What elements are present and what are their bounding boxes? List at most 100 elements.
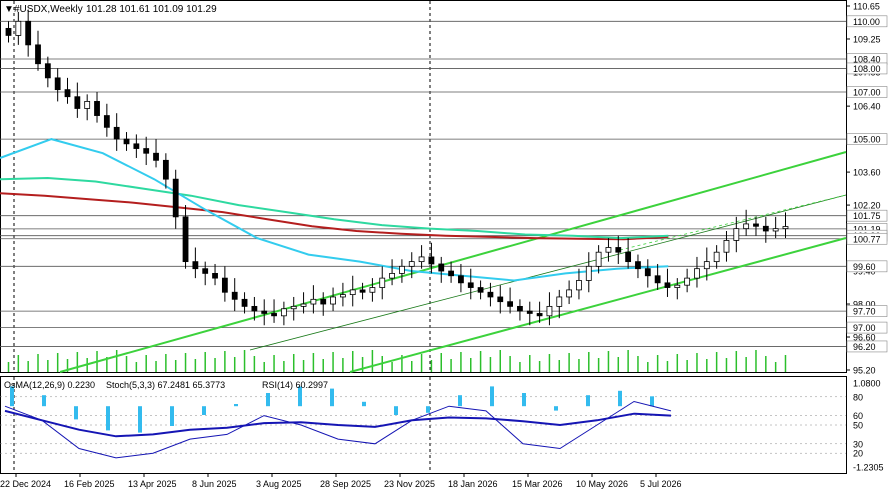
osma-label: OsMA(12,26,9) 0.2230 bbox=[4, 380, 95, 390]
candle-body bbox=[290, 305, 297, 310]
candle-body bbox=[585, 265, 592, 281]
candle-body bbox=[369, 287, 376, 293]
price-tick-label: 109.25 bbox=[853, 34, 881, 44]
level-tag-label: 110.00 bbox=[853, 17, 880, 27]
rsi-label: RSI(14) 60.2997 bbox=[262, 380, 328, 390]
candle-body bbox=[271, 313, 277, 317]
osma-bar bbox=[362, 401, 366, 407]
osma-bar bbox=[138, 406, 142, 433]
level-tag-label: 97.00 bbox=[853, 323, 876, 333]
candle-body bbox=[733, 228, 740, 241]
candle-body bbox=[172, 178, 179, 218]
osma-bar bbox=[490, 386, 494, 407]
candle-body bbox=[241, 298, 248, 307]
time-tick-label: 10 May 2026 bbox=[576, 479, 628, 489]
candle-body bbox=[664, 282, 671, 288]
candle-body bbox=[5, 27, 12, 36]
candle-body bbox=[339, 294, 346, 298]
candle-body bbox=[300, 303, 307, 307]
level-tag-box bbox=[846, 232, 888, 245]
candle-body bbox=[15, 20, 22, 36]
indicator-plots bbox=[0, 386, 846, 459]
indicator-axis-label: 60 bbox=[853, 411, 863, 421]
osma-bar bbox=[234, 404, 238, 407]
time-tick-label: 3 Aug 2025 bbox=[256, 479, 302, 489]
candle-body bbox=[123, 138, 130, 145]
stochastic-main-line bbox=[4, 400, 672, 459]
collapse-arrow-icon[interactable]: ▼ bbox=[4, 4, 14, 15]
candle-body bbox=[261, 310, 268, 314]
level-tag-box bbox=[846, 62, 888, 75]
indicator-axis-label: 30 bbox=[853, 439, 863, 449]
candle-body bbox=[497, 296, 504, 303]
candlesticks bbox=[5, 9, 789, 326]
candle-body bbox=[64, 89, 71, 98]
candle-body bbox=[143, 148, 150, 154]
candle-body bbox=[25, 20, 32, 46]
candle-body bbox=[753, 223, 759, 227]
candle-body bbox=[703, 261, 710, 270]
candle-body bbox=[212, 273, 218, 279]
level-tag-label: 101.19 bbox=[853, 224, 881, 234]
level-tag-box bbox=[846, 86, 888, 98]
candle-body bbox=[182, 216, 189, 263]
osma-bar bbox=[170, 406, 174, 426]
price-tick-label: 98.00 bbox=[853, 300, 876, 310]
candle-body bbox=[320, 298, 327, 305]
level-tag-label: 96.20 bbox=[853, 342, 876, 352]
candle-body bbox=[162, 159, 169, 180]
candle-body bbox=[103, 115, 110, 128]
time-tick-label: 8 Jun 2025 bbox=[192, 479, 237, 489]
channel-extension-line bbox=[619, 194, 847, 251]
candle-body bbox=[438, 263, 445, 272]
candle-body bbox=[507, 301, 514, 307]
price-tick-label: 103.60 bbox=[853, 168, 881, 178]
candle-body bbox=[202, 268, 209, 274]
indicator-axis-label: -1.2305 bbox=[853, 463, 884, 473]
osma-bar bbox=[202, 406, 206, 415]
candle-body bbox=[713, 251, 720, 263]
candle-body bbox=[221, 277, 228, 293]
indicator-panel-frame bbox=[0, 376, 847, 474]
candle-body bbox=[280, 308, 287, 317]
moving-averages bbox=[0, 138, 669, 282]
candle-body bbox=[359, 289, 366, 293]
candle-body bbox=[782, 226, 789, 230]
ema-cyan-line bbox=[0, 138, 669, 282]
candle-body bbox=[231, 291, 238, 300]
candle-body bbox=[743, 223, 750, 230]
level-tag-box bbox=[846, 133, 888, 145]
candle-body bbox=[576, 280, 582, 291]
level-tag-label: 108.00 bbox=[853, 64, 881, 74]
candle-body bbox=[251, 305, 258, 312]
main-panel-frame bbox=[0, 0, 847, 373]
osma-bar bbox=[522, 393, 526, 407]
candle-body bbox=[723, 240, 730, 253]
time-tick-label: 16 Feb 2025 bbox=[64, 479, 115, 489]
price-tick-label: 106.40 bbox=[853, 102, 881, 112]
osma-bar bbox=[554, 406, 558, 411]
symbol-label: #USDX,Weekly bbox=[14, 4, 83, 15]
level-tag-label: 100.77 bbox=[853, 234, 881, 244]
time-tick-label: 22 Dec 2024 bbox=[0, 479, 51, 489]
candle-body bbox=[517, 305, 523, 312]
candle-body bbox=[408, 261, 415, 267]
level-tag-label: 99.60 bbox=[853, 262, 876, 272]
candle-body bbox=[349, 289, 356, 296]
candle-body bbox=[418, 256, 425, 263]
candle-body bbox=[389, 273, 395, 279]
stoch-label: Stoch(5,3,3) 67.2481 65.3773 bbox=[106, 380, 225, 390]
price-tick-label: 96.60 bbox=[853, 333, 876, 343]
candle-body bbox=[556, 296, 563, 307]
osma-bar bbox=[458, 395, 462, 407]
channel-upper-line bbox=[59, 151, 847, 373]
candle-body bbox=[35, 44, 41, 65]
candle-body bbox=[84, 101, 91, 109]
level-tag-box bbox=[846, 15, 888, 28]
candle-body bbox=[674, 284, 681, 288]
level-tag-label: 101.75 bbox=[853, 211, 881, 221]
osma-bar bbox=[426, 406, 430, 413]
